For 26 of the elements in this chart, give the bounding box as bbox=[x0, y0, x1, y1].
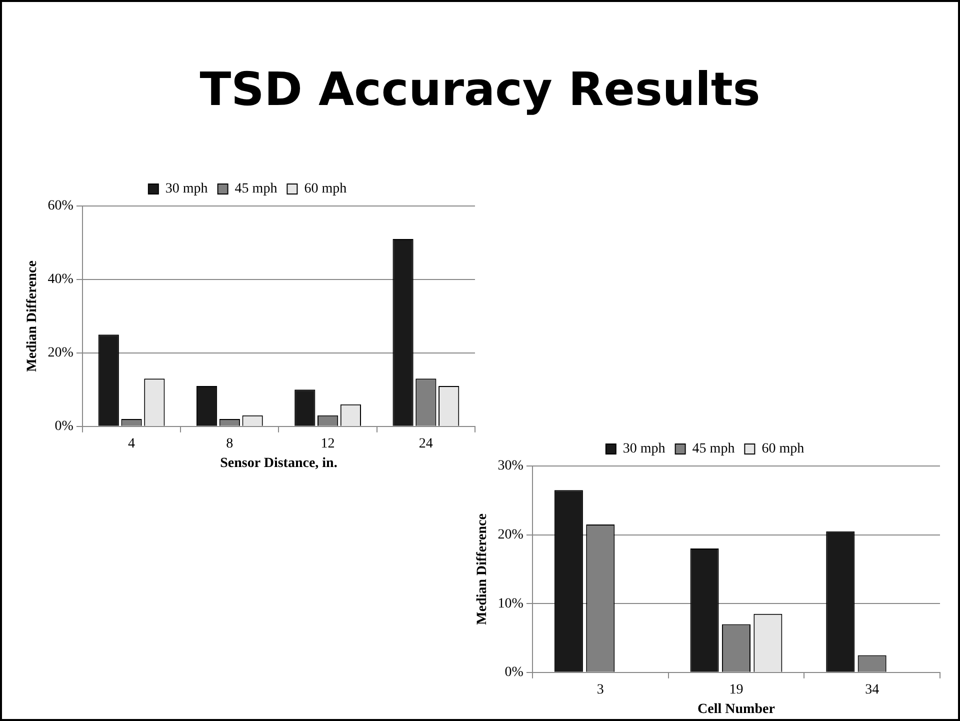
x-tick-label: 4 bbox=[128, 436, 136, 452]
y-tick-label: 0% bbox=[54, 419, 74, 434]
x-tick-label: 12 bbox=[320, 436, 335, 452]
y-tick-label: 60% bbox=[48, 198, 74, 214]
legend-label: 45 mph bbox=[234, 182, 278, 197]
x-axis-title: Cell Number bbox=[698, 702, 775, 718]
y-tick-label: 30% bbox=[498, 458, 524, 474]
legend-label: 30 mph bbox=[622, 442, 666, 457]
x-tick-label: 8 bbox=[226, 436, 234, 452]
x-axis-title: Sensor Distance, in. bbox=[220, 456, 338, 472]
legend-label: 30 mph bbox=[165, 182, 208, 197]
x-tick-label: 19 bbox=[729, 682, 744, 698]
x-tick-label: 34 bbox=[865, 682, 880, 698]
y-axis-title: Median Difference bbox=[475, 514, 490, 625]
x-tick-label: 24 bbox=[418, 436, 433, 452]
legend-label: 60 mph bbox=[762, 442, 804, 457]
y-tick-label: 40% bbox=[48, 272, 74, 288]
legend-label: 45 mph bbox=[692, 442, 735, 457]
y-tick-label: 20% bbox=[498, 527, 524, 542]
chart-title: TSD Accuracy Results bbox=[198, 62, 762, 116]
y-tick-label: 20% bbox=[48, 346, 74, 361]
x-tick-label: 3 bbox=[596, 682, 604, 698]
y-tick-label: 0% bbox=[504, 665, 524, 680]
y-axis-title: Median Difference bbox=[25, 260, 40, 372]
y-tick-label: 10% bbox=[498, 596, 524, 612]
legend-label: 60 mph bbox=[304, 182, 347, 197]
